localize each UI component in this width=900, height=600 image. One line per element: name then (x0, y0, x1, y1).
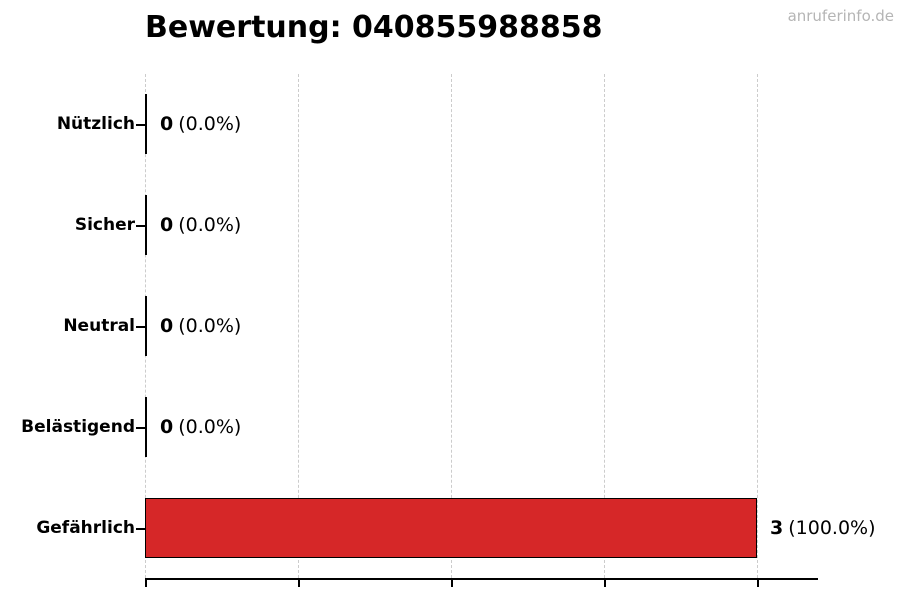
value-count: 3 (770, 516, 784, 539)
bar-row: Neutral 0 (0.0%) (63, 276, 818, 377)
gridline (757, 74, 758, 578)
gridline (451, 74, 452, 578)
value-percent: (0.0%) (178, 314, 242, 337)
gridline (298, 74, 299, 578)
bar-row: Belästigend 0 (0.0%) (21, 376, 818, 477)
bar (145, 396, 147, 457)
value-label: 0 (0.0%) (160, 315, 241, 337)
bar-row: Nützlich 0 (0.0%) (57, 74, 818, 175)
chart-title: Bewertung: 040855988858 (145, 10, 603, 45)
bar-row: Sicher 0 (0.0%) (75, 175, 818, 276)
value-percent: (0.0%) (178, 113, 242, 136)
x-axis-tick (757, 580, 759, 587)
y-axis-tick (136, 225, 145, 228)
x-axis-tick (145, 580, 147, 587)
category-label: Sicher (74, 215, 135, 236)
value-label: 0 (0.0%) (160, 416, 241, 438)
value-percent: (0.0%) (178, 214, 242, 237)
y-axis-tick (136, 124, 145, 127)
value-count: 0 (160, 415, 174, 438)
value-label: 0 (0.0%) (160, 214, 241, 236)
y-axis-tick (136, 527, 145, 530)
y-axis-tick (136, 426, 145, 429)
value-count: 0 (160, 314, 174, 337)
x-axis-tick (604, 580, 606, 587)
category-label: Gefährlich (36, 517, 135, 538)
value-percent: (100.0%) (788, 516, 876, 539)
x-axis-tick (298, 580, 300, 587)
category-label: Nützlich (56, 114, 135, 135)
bar-row: Gefährlich 3 (100.0%) (36, 477, 876, 578)
category-label: Belästigend (21, 416, 135, 437)
gridline (604, 74, 605, 578)
value-label: 0 (0.0%) (160, 113, 241, 135)
y-axis-tick (136, 325, 145, 328)
plot-area: Nützlich 0 (0.0%) Sicher 0 (0.0%) Neutral … (21, 74, 876, 587)
value-percent: (0.0%) (178, 415, 242, 438)
bar (145, 94, 147, 155)
value-label: 3 (100.0%) (770, 517, 876, 539)
category-label: Neutral (63, 315, 135, 336)
value-count: 0 (160, 214, 174, 237)
x-axis-tick (451, 580, 453, 587)
bar (145, 295, 147, 356)
bar (145, 497, 757, 558)
bar (145, 195, 147, 256)
watermark: anruferinfo.de (787, 7, 894, 25)
value-count: 0 (160, 113, 174, 136)
